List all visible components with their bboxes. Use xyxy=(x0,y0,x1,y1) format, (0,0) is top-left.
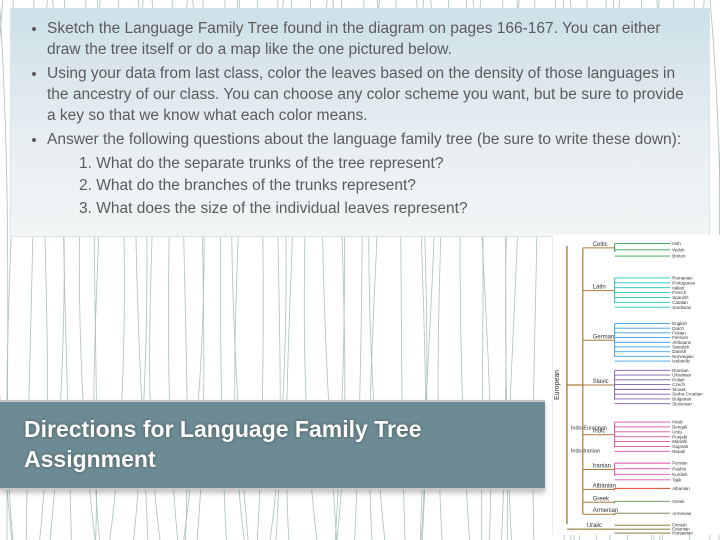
svg-text:Slavic: Slavic xyxy=(593,379,609,385)
svg-text:Indic: Indic xyxy=(593,429,606,435)
svg-text:German: German xyxy=(593,334,615,340)
svg-text:Albanian: Albanian xyxy=(593,483,616,489)
svg-text:Greek: Greek xyxy=(593,496,609,502)
svg-text:European: European xyxy=(554,370,561,400)
instruction-list: Sketch the Language Family Tree found in… xyxy=(27,19,693,151)
svg-text:Icelandic: Icelandic xyxy=(672,359,690,364)
svg-text:Pashto: Pashto xyxy=(672,466,686,471)
title-band: Directions for Language Family Tree Assi… xyxy=(0,400,545,490)
svg-text:Slovenian: Slovenian xyxy=(672,401,692,406)
question-3: 3. What does the size of the individual … xyxy=(79,199,693,220)
svg-text:Welsh: Welsh xyxy=(672,247,685,252)
svg-text:Tajik: Tajik xyxy=(672,477,682,482)
svg-text:Nepali: Nepali xyxy=(672,449,685,454)
svg-text:Persian: Persian xyxy=(672,461,688,466)
svg-text:Celtic: Celtic xyxy=(593,242,608,248)
slide-title: Directions for Language Family Tree Assi… xyxy=(24,415,544,475)
svg-text:Breton: Breton xyxy=(672,254,686,259)
svg-text:Kurdish: Kurdish xyxy=(672,472,688,477)
instructions-panel: Sketch the Language Family Tree found in… xyxy=(10,8,710,237)
svg-text:Greek: Greek xyxy=(672,499,685,504)
question-1: 1. What do the separate trunks of the tr… xyxy=(79,154,693,175)
question-2: 2. What do the branches of the trunks re… xyxy=(79,176,693,197)
language-tree-diagram: EuropeanIndo-EuropeanIndo-IranianCelticI… xyxy=(552,235,720,535)
svg-text:Hungarian: Hungarian xyxy=(672,531,693,535)
bullet-3: Answer the following questions about the… xyxy=(47,130,693,151)
svg-text:Uralic: Uralic xyxy=(587,523,602,529)
svg-text:Armenian: Armenian xyxy=(672,511,692,516)
svg-text:Latin: Latin xyxy=(593,285,606,291)
question-list: 1. What do the separate trunks of the tr… xyxy=(79,154,693,221)
svg-text:Albanian: Albanian xyxy=(672,486,690,491)
bullet-2: Using your data from last class, color t… xyxy=(47,64,693,127)
svg-text:Irish: Irish xyxy=(672,241,681,246)
svg-text:Sardinian: Sardinian xyxy=(672,305,691,310)
bullet-1: Sketch the Language Family Tree found in… xyxy=(47,19,693,61)
svg-text:Iranian: Iranian xyxy=(593,464,611,470)
svg-text:Indo-Iranian: Indo-Iranian xyxy=(571,449,600,455)
